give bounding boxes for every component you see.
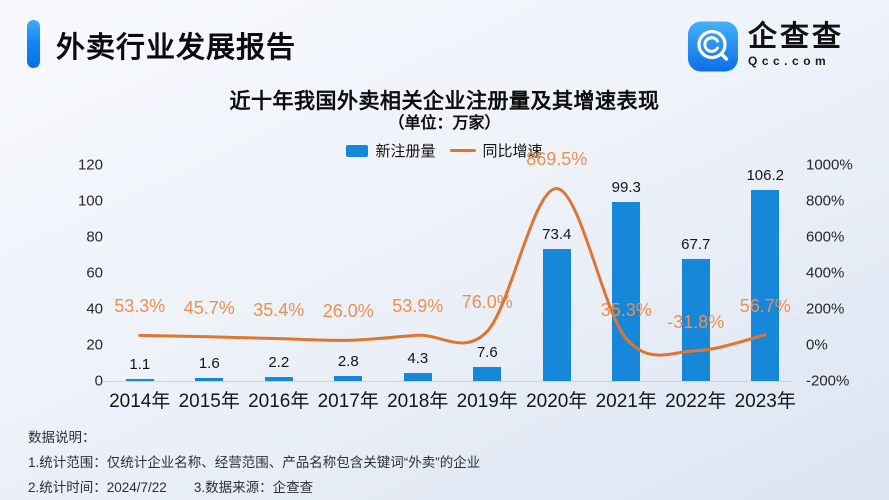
qcc-logo-site: Qcc.com [748, 54, 831, 68]
qcc-logo: 企查查 Qcc.com [688, 21, 844, 72]
x-axis-category-label: 2016年 [248, 391, 310, 412]
bar-value-label: 1.1 [129, 356, 151, 373]
legend-item-line: 同比增速 [449, 140, 543, 161]
x-axis-category-label: 2019年 [456, 391, 518, 412]
growth-rate-label: 56.7% [739, 295, 791, 316]
bar-2020年 [542, 248, 571, 381]
header-accent-bar [27, 20, 40, 68]
x-axis-category-label: 2022年 [665, 391, 727, 412]
legend-line-swatch-icon [449, 148, 476, 153]
y-axis-right-tick: 800% [806, 192, 845, 210]
bar-value-label: 1.6 [198, 355, 220, 373]
y-axis-left-tick: 120 [77, 156, 103, 174]
bar-value-label: 2.8 [337, 352, 359, 370]
qcc-logo-text: 企查查 Qcc.com [748, 21, 844, 72]
report-title: 外卖行业发展报告 [56, 32, 297, 64]
data-notes: 数据说明： 1.统计范围：仅统计企业名称、经营范围、产品名称包含关键词“外卖”的… [28, 425, 480, 500]
chart-title: 近十年我国外卖相关企业注册量及其增速表现 [229, 90, 660, 113]
bar-value-label: 4.3 [407, 350, 429, 368]
legend-item-bars: 新注册量 [346, 140, 436, 161]
y-axis-left-tick: 60 [86, 264, 103, 282]
bar-2019年 [473, 367, 502, 381]
bar-value-label: 2.2 [268, 354, 290, 372]
bar-2017年 [334, 375, 363, 381]
y-axis-left-tick: 40 [86, 300, 103, 318]
bar-2023年 [751, 189, 780, 381]
legend-bar-swatch-icon [346, 144, 369, 157]
qcc-logo-icon [688, 21, 738, 72]
bar-2021年 [612, 202, 641, 381]
qcc-logo-company: 企查查 [748, 21, 845, 53]
y-axis-right-tick: 200% [806, 300, 845, 318]
y-axis-right-tick: -200% [806, 372, 850, 390]
data-notes-line-1: 1.统计范围：仅统计企业名称、经营范围、产品名称包含关键词“外卖”的企业 [28, 455, 481, 470]
y-axis-right-tick: 600% [806, 228, 845, 246]
y-axis-right-tick: 0% [806, 336, 828, 354]
bar-value-label: 99.3 [611, 179, 641, 197]
legend-bar-label: 新注册量 [375, 143, 436, 160]
x-axis-category-label: 2017年 [317, 391, 379, 412]
y-axis-right-tick: 400% [806, 264, 845, 282]
legend-line-label: 同比增速 [482, 143, 543, 160]
data-notes-heading: 数据说明： [28, 430, 96, 445]
y-axis-left-tick: 0 [94, 372, 103, 390]
bar-value-label: 67.7 [681, 236, 711, 254]
x-axis-category-label: 2018年 [387, 391, 449, 412]
bar-2016年 [264, 377, 293, 381]
bar-value-label: 106.2 [746, 166, 785, 184]
x-axis-category-label: 2014年 [109, 391, 171, 412]
y-axis-left-tick: 80 [86, 228, 103, 246]
y-axis-left-tick: 100 [77, 192, 103, 210]
x-axis-category-label: 2021年 [595, 391, 657, 412]
bar-2015年 [195, 378, 224, 381]
x-axis-category-label: 2023年 [734, 391, 796, 412]
data-notes-line-2: 2.统计时间：2024/7/22 3.数据来源：企查查 [28, 480, 314, 495]
bar-2014年 [125, 379, 154, 381]
x-axis-category-label: 2015年 [178, 391, 240, 412]
bar-2018年 [403, 373, 432, 381]
chart-subtitle: （单位：万家） [388, 115, 501, 132]
y-axis-right-tick: 1000% [806, 156, 853, 174]
growth-rate-label: 76.0% [461, 292, 513, 313]
bar-value-label: 73.4 [542, 225, 572, 243]
growth-rate-label: 869.5% [526, 149, 588, 170]
bar-value-label: 7.6 [476, 344, 498, 362]
x-axis-category-label: 2020年 [526, 391, 588, 412]
chart-legend: 新注册量 同比增速 [0, 140, 889, 161]
x-axis-line [103, 381, 792, 382]
y-axis-left-tick: 20 [86, 336, 103, 354]
